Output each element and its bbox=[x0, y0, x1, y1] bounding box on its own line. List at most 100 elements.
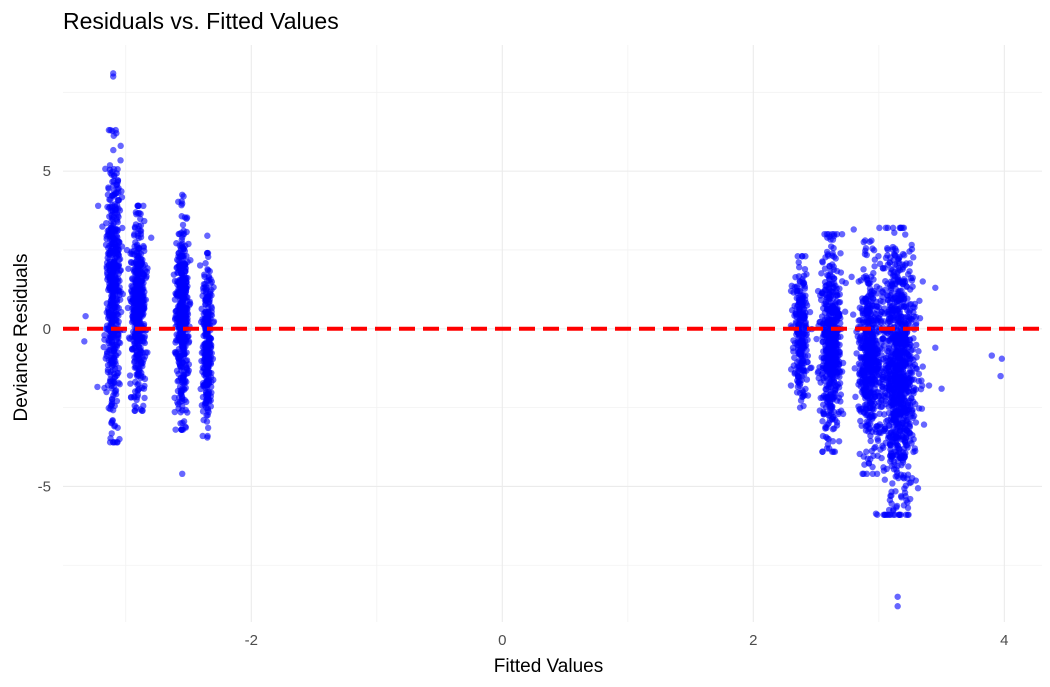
data-point bbox=[909, 363, 916, 370]
data-point bbox=[862, 245, 870, 252]
data-point bbox=[865, 292, 872, 299]
data-point bbox=[823, 318, 831, 326]
data-point bbox=[893, 408, 901, 415]
data-point bbox=[799, 300, 806, 307]
data-point bbox=[898, 293, 905, 300]
x-tick-label: 2 bbox=[749, 632, 757, 649]
data-point bbox=[113, 317, 120, 324]
data-point bbox=[872, 316, 880, 323]
data-point bbox=[198, 402, 206, 409]
x-tick-label: 4 bbox=[1000, 632, 1008, 649]
data-point bbox=[879, 335, 887, 342]
data-point bbox=[916, 297, 923, 304]
data-point bbox=[889, 303, 896, 310]
data-point bbox=[902, 231, 909, 238]
data-point bbox=[872, 324, 879, 331]
data-point bbox=[829, 261, 836, 268]
data-point bbox=[141, 339, 148, 347]
data-point bbox=[114, 178, 121, 186]
data-point bbox=[917, 385, 925, 393]
data-point bbox=[878, 352, 885, 359]
data-point bbox=[112, 126, 119, 134]
data-point bbox=[183, 215, 190, 222]
data-point bbox=[896, 331, 903, 339]
data-point bbox=[172, 426, 179, 433]
data-point bbox=[126, 372, 134, 379]
data-point bbox=[795, 264, 803, 271]
data-point bbox=[909, 283, 916, 290]
data-point bbox=[139, 349, 146, 356]
data-point bbox=[894, 603, 901, 610]
data-point bbox=[799, 389, 807, 396]
data-point bbox=[177, 278, 185, 285]
data-point bbox=[132, 320, 140, 328]
data-point bbox=[837, 391, 845, 398]
data-point bbox=[890, 343, 898, 350]
data-point bbox=[185, 240, 192, 248]
data-point bbox=[833, 298, 840, 305]
data-point bbox=[787, 366, 795, 373]
data-point bbox=[837, 333, 844, 340]
data-point bbox=[179, 234, 186, 241]
data-point bbox=[141, 217, 148, 225]
data-point bbox=[886, 259, 893, 266]
data-point bbox=[862, 370, 869, 378]
data-point bbox=[196, 262, 204, 269]
data-point bbox=[107, 405, 114, 413]
data-point bbox=[135, 290, 143, 297]
data-point bbox=[113, 202, 121, 209]
data-point bbox=[839, 278, 846, 285]
data-point bbox=[892, 247, 900, 254]
data-point bbox=[919, 363, 926, 370]
data-point bbox=[895, 362, 902, 370]
data-point bbox=[882, 439, 890, 447]
data-point bbox=[853, 350, 860, 357]
data-point bbox=[878, 403, 886, 410]
data-point bbox=[202, 260, 209, 267]
data-point bbox=[906, 268, 913, 275]
data-point bbox=[804, 392, 812, 399]
data-point bbox=[876, 224, 883, 232]
data-point bbox=[873, 290, 881, 297]
data-point bbox=[863, 306, 870, 314]
data-point bbox=[208, 378, 215, 386]
data-point bbox=[833, 267, 841, 275]
data-point bbox=[804, 336, 811, 344]
data-point bbox=[824, 441, 832, 448]
data-point bbox=[913, 341, 920, 349]
data-point bbox=[870, 452, 877, 460]
data-point bbox=[204, 318, 211, 325]
data-point bbox=[831, 448, 839, 455]
data-point bbox=[802, 253, 809, 260]
data-point bbox=[206, 268, 213, 275]
data-point bbox=[825, 230, 832, 238]
data-point bbox=[895, 351, 903, 358]
data-point bbox=[860, 408, 867, 416]
data-point bbox=[199, 408, 207, 415]
data-point bbox=[131, 407, 138, 414]
data-point bbox=[912, 386, 920, 393]
data-point bbox=[860, 238, 867, 246]
data-point bbox=[837, 407, 845, 414]
data-point bbox=[206, 296, 213, 303]
data-point bbox=[116, 207, 124, 214]
data-point bbox=[803, 271, 810, 278]
data-point bbox=[135, 380, 142, 387]
data-point bbox=[880, 342, 888, 349]
x-tick-label: 0 bbox=[498, 632, 506, 649]
data-point bbox=[878, 454, 885, 462]
data-point bbox=[179, 221, 187, 229]
data-point bbox=[887, 370, 894, 378]
data-point bbox=[872, 443, 879, 451]
data-point bbox=[907, 495, 914, 503]
data-point bbox=[180, 352, 188, 359]
data-point bbox=[932, 284, 939, 291]
data-point bbox=[860, 453, 867, 460]
data-point bbox=[887, 292, 894, 299]
data-point bbox=[104, 366, 112, 373]
data-point bbox=[836, 285, 843, 292]
data-point bbox=[179, 470, 186, 478]
data-point bbox=[101, 336, 108, 343]
data-point bbox=[832, 330, 839, 337]
